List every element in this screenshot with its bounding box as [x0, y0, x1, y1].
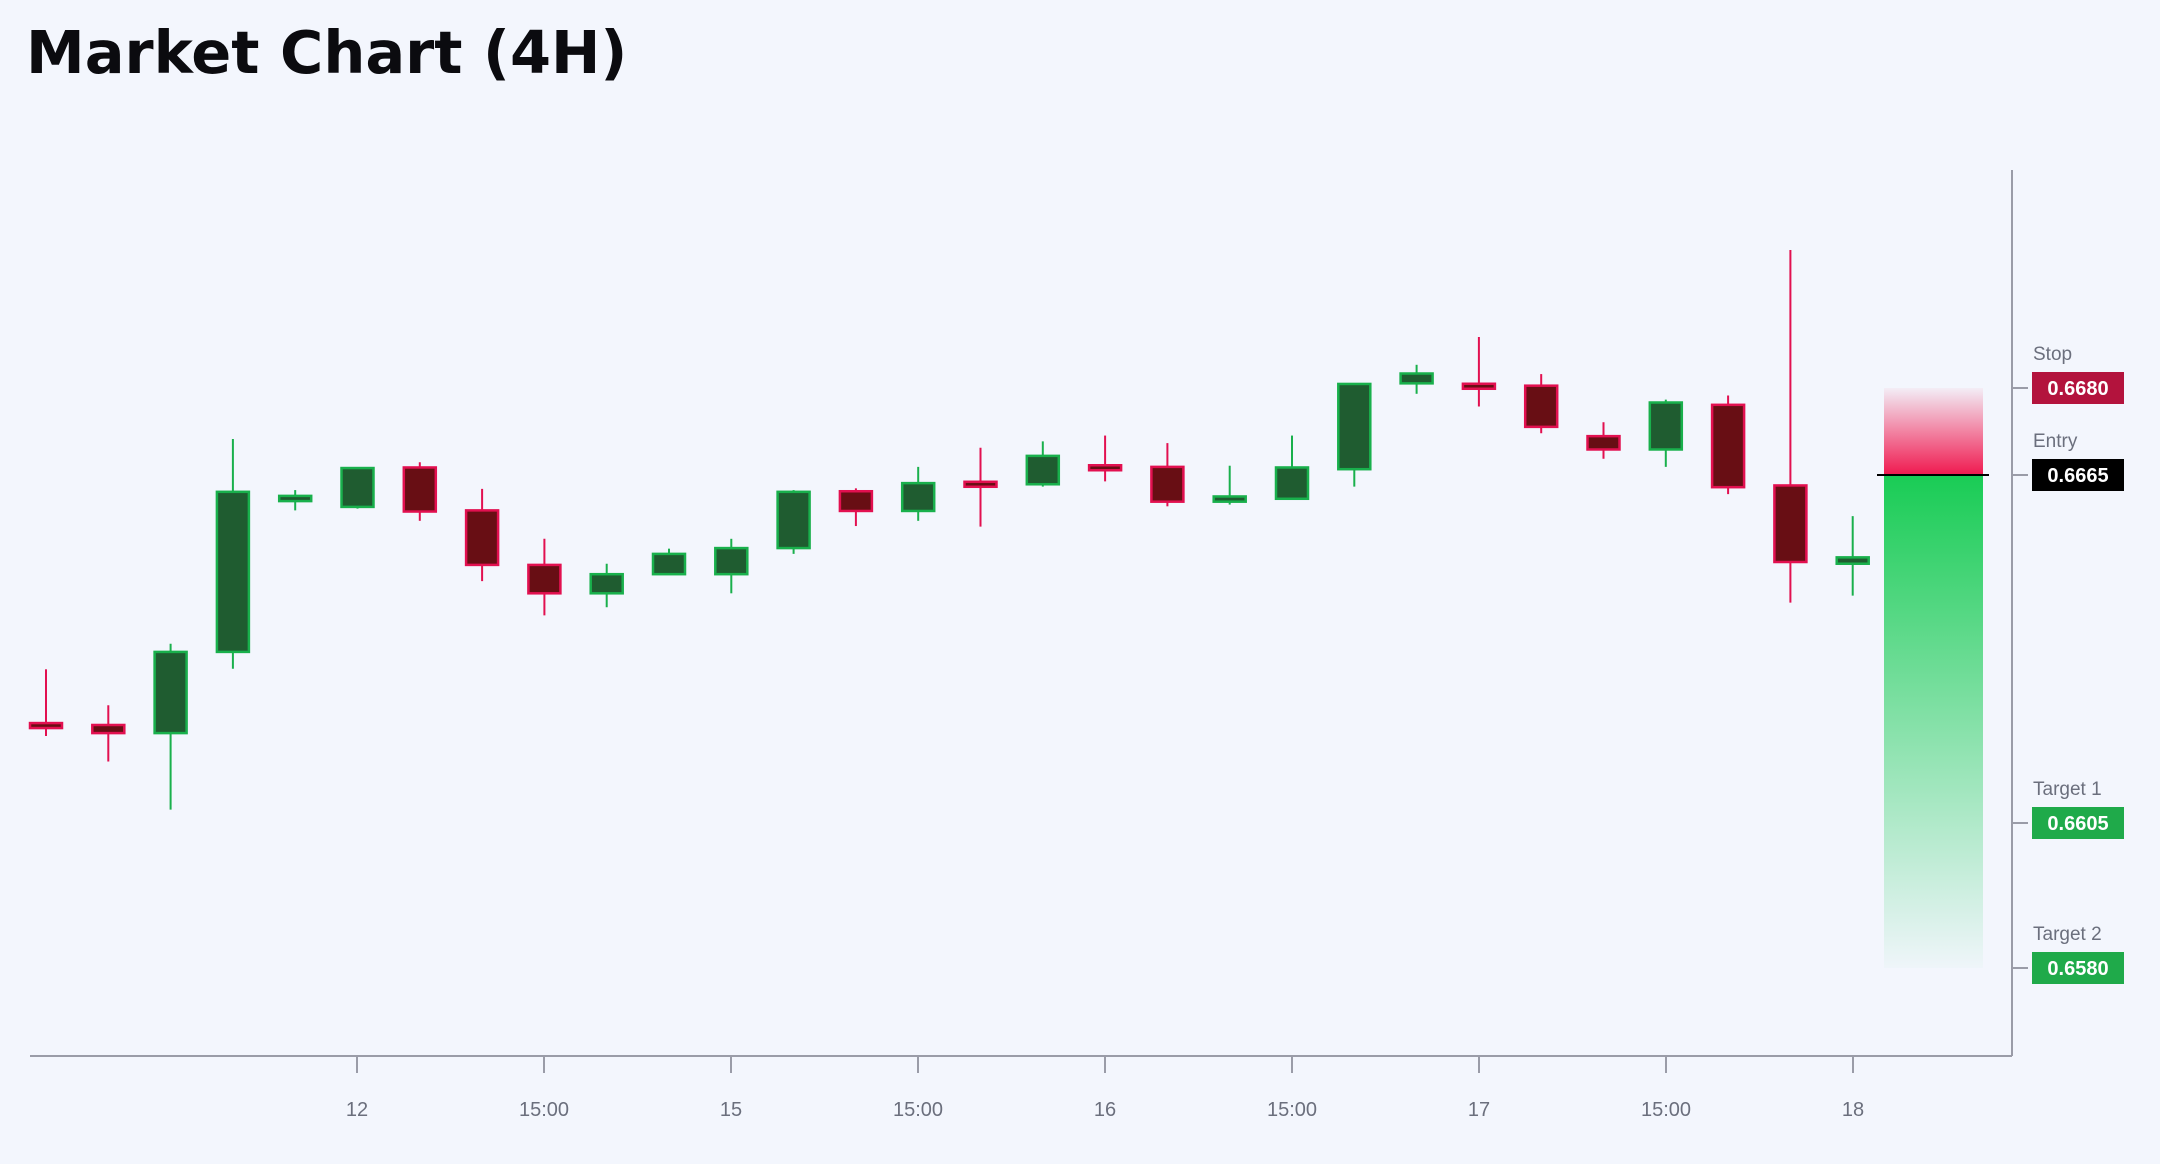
candle[interactable]	[651, 548, 687, 576]
candles	[28, 249, 1870, 810]
candle-body	[1150, 465, 1185, 503]
level-target: 0.6580 Target 2	[2012, 924, 2124, 984]
level-value: 0.6580	[2047, 958, 2108, 980]
level-value: 0.6680	[2047, 378, 2108, 400]
level-name: Stop	[2033, 344, 2072, 365]
candle[interactable]	[1087, 435, 1123, 482]
candle-body	[1710, 403, 1746, 489]
candle-body	[1586, 434, 1621, 451]
x-tick-label: 12	[346, 1099, 368, 1121]
level-target: 0.6605 Target 1	[2012, 779, 2124, 839]
candle[interactable]	[527, 538, 562, 616]
candle-body	[1212, 495, 1247, 503]
candle[interactable]	[1399, 364, 1434, 394]
trade-zones	[1884, 388, 1983, 968]
candle[interactable]	[1773, 249, 1808, 603]
candle[interactable]	[153, 643, 188, 810]
candle[interactable]	[714, 538, 749, 594]
candle-body	[91, 723, 126, 735]
candle[interactable]	[1025, 441, 1061, 487]
candle-body	[527, 563, 562, 595]
candle-body	[215, 490, 251, 654]
candle[interactable]	[1461, 336, 1497, 407]
candle-body	[402, 466, 438, 513]
candle[interactable]	[1835, 516, 1870, 596]
level-badge	[2032, 807, 2124, 839]
candle-body	[1399, 372, 1434, 385]
candle[interactable]	[1586, 422, 1621, 459]
candle-body	[1773, 484, 1808, 564]
candle[interactable]	[1648, 399, 1684, 467]
x-tick-label: 16	[1094, 1099, 1116, 1121]
candle-body	[714, 546, 749, 576]
candle[interactable]	[1523, 374, 1559, 434]
take-profit-zone	[1884, 475, 1983, 968]
candle-body	[651, 552, 687, 576]
level-value: 0.6665	[2047, 465, 2108, 487]
candle-body	[1523, 384, 1559, 429]
chart-title: Market Chart (4H)	[26, 18, 628, 87]
candle-body	[589, 572, 624, 595]
x-tick-label: 15:00	[519, 1099, 569, 1121]
candle-body	[277, 494, 313, 503]
candle[interactable]	[464, 488, 500, 582]
x-tick-label: 15:00	[893, 1099, 943, 1121]
price-levels: 0.6680 Stop 0.6665 Entry 0.6605 Target 1 0.658…	[1877, 344, 2124, 984]
level-badge	[2032, 372, 2124, 404]
x-tick-label: 15:00	[1267, 1099, 1317, 1121]
candle[interactable]	[900, 466, 936, 521]
candle[interactable]	[277, 490, 313, 511]
candle[interactable]	[1150, 443, 1185, 507]
level-name: Target 1	[2033, 779, 2102, 800]
candle-body	[1274, 466, 1310, 501]
candle[interactable]	[838, 488, 874, 527]
candle[interactable]	[589, 563, 624, 608]
level-value: 0.6605	[2047, 813, 2108, 835]
stop-loss-zone	[1884, 388, 1983, 475]
candle[interactable]	[776, 490, 811, 554]
x-tick-label: 15	[720, 1099, 742, 1121]
candle-body	[838, 489, 874, 513]
axes: 12 15:00 15 15:00 16 15:00 17 15:00 18	[30, 170, 2013, 1121]
candle-body	[900, 481, 936, 513]
candle-body	[28, 721, 64, 730]
candle[interactable]	[340, 466, 375, 509]
candle[interactable]	[215, 439, 251, 669]
candle[interactable]	[1212, 465, 1247, 505]
candle[interactable]	[28, 669, 64, 736]
candle[interactable]	[91, 705, 126, 762]
candle[interactable]	[963, 447, 998, 527]
x-tick-label: 17	[1468, 1099, 1490, 1121]
candle-body	[1461, 382, 1497, 391]
level-name: Entry	[2033, 431, 2078, 452]
level-name: Target 2	[2033, 924, 2102, 945]
candle-body	[340, 466, 375, 509]
level-stop: 0.6680 Stop	[2012, 344, 2124, 404]
x-tick-label: 15:00	[1641, 1099, 1691, 1121]
candle-body	[464, 509, 500, 567]
candle[interactable]	[1337, 382, 1372, 487]
candle-body	[1835, 556, 1870, 565]
level-badge	[2032, 952, 2124, 984]
level-entry: 0.6665 Entry	[1877, 431, 2124, 491]
level-badge	[2032, 459, 2124, 491]
candle-body	[1087, 464, 1123, 472]
candle[interactable]	[1274, 435, 1310, 501]
candle-body	[1648, 401, 1684, 451]
candle-body	[776, 490, 811, 550]
candle-body	[153, 650, 188, 735]
candle-body	[1025, 454, 1061, 486]
candle[interactable]	[1710, 395, 1746, 495]
x-tick-label: 18	[1842, 1099, 1864, 1121]
candle-body	[1337, 382, 1372, 471]
candle[interactable]	[402, 462, 438, 521]
candle-body	[963, 480, 998, 489]
